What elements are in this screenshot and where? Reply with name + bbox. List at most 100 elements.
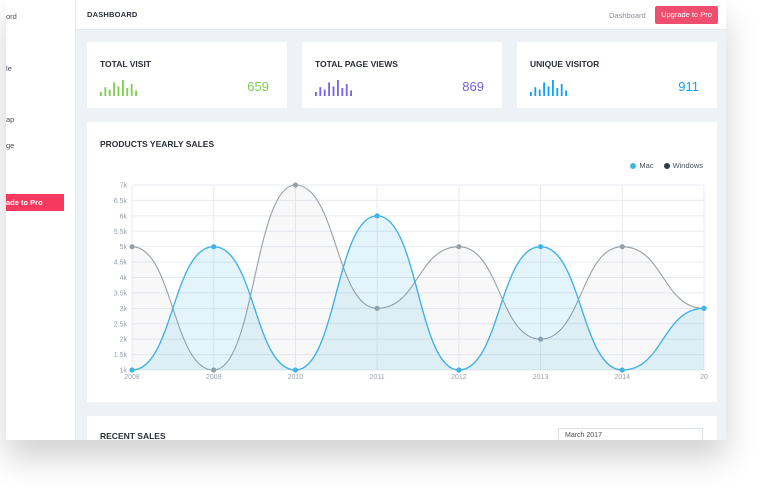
sparkline-bar — [530, 92, 532, 96]
sparkline-bar — [122, 80, 124, 96]
sidebar-item-profile[interactable]: le — [6, 64, 12, 73]
x-tick-label: 2012 — [451, 374, 467, 381]
y-tick-label: 7k — [120, 183, 128, 190]
x-tick-label: 2010 — [288, 374, 304, 381]
legend-mac-dot — [630, 162, 637, 169]
y-tick-label: 6.5k — [114, 198, 128, 205]
sparkline-bar — [328, 82, 330, 96]
sidebar-item-page[interactable]: ge — [6, 141, 15, 150]
upgrade-button[interactable]: Upgrade to Pro — [655, 6, 718, 24]
data-point-windows — [211, 367, 217, 373]
sparkline-bar — [130, 84, 133, 96]
x-tick-label: 2011 — [370, 374, 385, 381]
sparkline-bar — [560, 84, 563, 96]
stat-card-total-page-views: TOTAL PAGE VIEWS 869 — [302, 42, 502, 108]
data-point-mac — [456, 367, 462, 373]
breadcrumb[interactable]: Dashboard — [609, 11, 646, 20]
stat-value: 869 — [462, 79, 484, 94]
sparkline-bar — [117, 86, 120, 96]
app-window: ord le ap ge ade to Pro DASHBOARD Dashbo… — [6, 0, 726, 440]
y-tick-label: 1.5k — [114, 352, 128, 359]
x-tick-label: 2014 — [614, 374, 630, 381]
sidebar-item-map[interactable]: ap — [6, 115, 15, 124]
x-tick-label: 20 — [700, 374, 708, 381]
sparkline-bars — [530, 80, 567, 96]
y-tick-label: 6k — [120, 213, 128, 220]
sparkline-bar — [341, 88, 344, 96]
data-point-mac — [701, 305, 707, 311]
legend-mac-label: Mac — [639, 161, 654, 170]
sparkline-bar — [108, 89, 111, 96]
y-tick-label: 4k — [120, 275, 128, 282]
sidebar-item-dashboard[interactable]: ord — [6, 12, 17, 21]
sparkline-bar — [552, 80, 554, 96]
sparkline-bar — [126, 88, 129, 96]
data-point-windows — [129, 244, 135, 250]
sparkline-bar — [350, 90, 352, 96]
sparkline-bar — [538, 89, 541, 96]
stat-label: TOTAL VISIT — [100, 59, 152, 69]
stat-card-unique-visitor: UNIQUE VISITOR 911 — [517, 42, 717, 108]
stat-label: UNIQUE VISITOR — [530, 59, 600, 69]
sparkline-bar — [332, 86, 335, 96]
y-tick-label: 3k — [120, 306, 128, 313]
sparkline-bar — [315, 92, 317, 96]
sparkline-bar — [565, 90, 567, 96]
y-tick-label: 5k — [120, 244, 128, 251]
x-tick-label: 2008 — [124, 374, 140, 381]
sparkline-bars — [315, 80, 352, 96]
legend-windows-label: Windows — [672, 161, 703, 170]
sparkline-bar — [337, 80, 339, 96]
data-point-mac — [211, 244, 217, 250]
sparkline-bar — [556, 88, 559, 96]
legend-windows-dot — [663, 162, 670, 169]
month-select[interactable]: March 2017 — [558, 428, 703, 440]
data-point-windows — [292, 182, 299, 188]
top-bar: DASHBOARD Dashboard Upgrade to Pro — [76, 0, 726, 30]
y-tick-label: 3.5k — [114, 290, 128, 297]
data-point-windows — [374, 305, 380, 311]
x-tick-label: 2009 — [206, 374, 222, 381]
sparkline-bar — [319, 87, 322, 96]
sparkline-bar — [345, 84, 348, 96]
sales-area-chart: 1k 1.5k 2k 2.5k 3k 3.5k 4k 4.5k 5k 5.5k 6k 6.5k 7k 20… — [114, 182, 708, 381]
y-tick-label: 4.5k — [114, 260, 128, 267]
data-point-mac — [619, 367, 625, 373]
recent-sales-title: RECENT SALES — [100, 431, 166, 440]
sparkline-bar — [323, 89, 326, 96]
chart-legend: Mac Windows — [630, 161, 703, 170]
sparkline-bar — [104, 87, 107, 96]
sidebar-upgrade-button[interactable]: ade to Pro — [6, 194, 64, 211]
stat-card-total-visit: TOTAL VISIT 659 — [87, 42, 287, 108]
legend-item-windows: Windows — [663, 161, 703, 170]
recent-sales-card: RECENT SALES March 2017 — [87, 416, 717, 440]
chart-title: PRODUCTS YEARLY SALES — [100, 139, 215, 149]
sparkline-bar — [543, 82, 545, 96]
sparkline-bar — [100, 92, 102, 96]
page-title: DASHBOARD — [87, 10, 138, 19]
stat-value: 911 — [678, 79, 699, 94]
sparkline-bars — [100, 80, 137, 96]
stat-value: 659 — [247, 79, 269, 94]
data-point-mac — [129, 367, 135, 373]
sparkline-bar — [113, 82, 115, 96]
data-point-mac — [374, 213, 380, 219]
y-tick-label: 5.5k — [114, 229, 128, 236]
y-tick-label: 1k — [120, 368, 128, 375]
series-line-mac — [131, 215, 705, 371]
stat-label: TOTAL PAGE VIEWS — [315, 59, 398, 69]
x-tick-label: 2013 — [533, 374, 549, 381]
legend-item-mac: Mac — [630, 161, 654, 170]
y-tick-label: 2.5k — [114, 321, 128, 328]
data-point-mac — [292, 367, 299, 373]
y-tick-label: 2k — [120, 337, 128, 344]
sidebar: ord le ap ge ade to Pro — [6, 0, 76, 440]
sparkline-bar — [135, 90, 137, 96]
data-point-windows — [619, 244, 625, 250]
data-point-mac — [537, 244, 544, 250]
products-yearly-sales-card: PRODUCTS YEARLY SALES Mac Windows 1k 1.5k… — [87, 122, 717, 402]
sparkline-bar — [534, 87, 537, 96]
series-line-windows — [131, 184, 705, 371]
data-point-windows — [456, 244, 462, 250]
data-point-windows — [537, 336, 544, 342]
